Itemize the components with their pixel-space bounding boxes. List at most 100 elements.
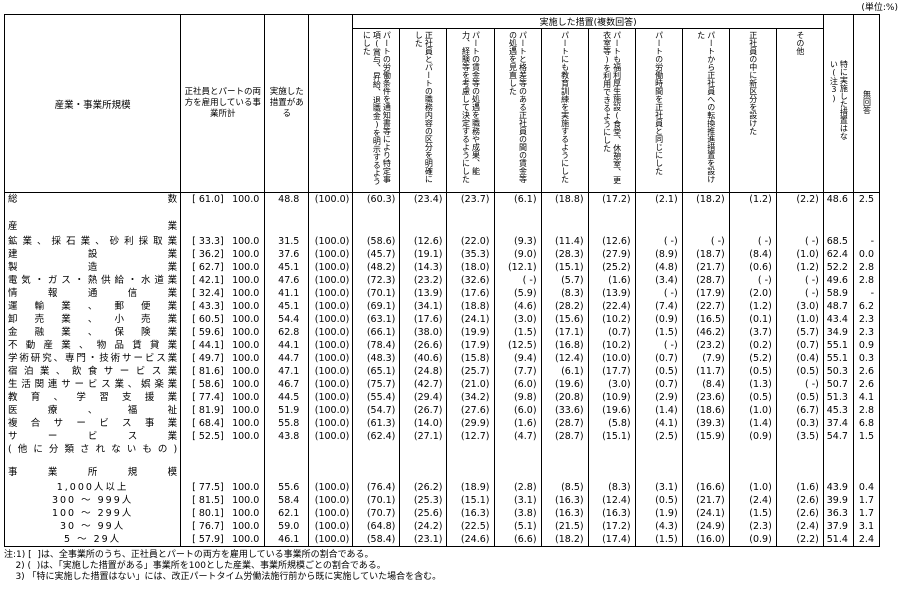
data-cell: (6.7) <box>776 404 824 417</box>
data-cell: (0.5) <box>729 365 777 378</box>
data-cell <box>541 218 589 235</box>
data-cell <box>853 456 879 481</box>
data-cell: (8.3) <box>588 481 636 494</box>
data-cell: (2.9) <box>635 391 683 404</box>
data-cell: - <box>870 288 874 299</box>
data-cell: (10.9) <box>588 391 636 404</box>
data-cell: (25.7) <box>446 365 495 378</box>
data-cell: [ 58.6] <box>192 379 224 390</box>
data-cell <box>729 218 777 235</box>
data-cell: 100.0 <box>224 417 266 430</box>
data-cell: (7.4) <box>635 300 683 313</box>
data-cell: (15.1) <box>446 494 495 507</box>
data-cell: 51.9 <box>264 404 310 417</box>
data-cell: (16.8) <box>541 339 589 352</box>
data-cell: 100.0 <box>224 192 266 218</box>
data-cell: 50.3 <box>823 365 854 378</box>
data-cell: 2.3 <box>858 327 874 338</box>
data-cell: 46.1 <box>264 533 310 547</box>
data-cell: (5.7) <box>541 274 589 287</box>
data-cell <box>264 218 310 235</box>
data-cell: (100.0) <box>308 417 354 430</box>
data-cell: [ 76.7] <box>192 521 224 532</box>
data-cell: (16.3) <box>446 507 495 520</box>
column-header-measure: パートから正社員への転換推進措置を設けた <box>681 28 730 193</box>
data-cell: (78.4) <box>352 339 401 352</box>
table-row: 総数 [ 61.0] 100.0 48.8 (100.0) (60.3) (23.4) (23… <box>4 192 880 218</box>
data-cell: (17.6) <box>446 287 495 300</box>
header-row-top: 産業・事業所規模 正社員とパートの両方を雇用している事業所計 実施した措置がある… <box>3 14 881 193</box>
data-cell: (6.0) <box>494 378 542 391</box>
data-cell: (25.2) <box>588 261 636 274</box>
data-cell: (8.4) <box>729 248 777 261</box>
data-cell: 100.0 <box>224 261 266 274</box>
data-cell <box>264 456 310 481</box>
data-cell: 2.6 <box>858 366 874 377</box>
data-cell: (1.2) <box>729 300 777 313</box>
data-cell: (100.0) <box>308 365 354 378</box>
data-cell: 100.0 <box>224 248 266 261</box>
data-cell: (100.0) <box>308 378 354 391</box>
data-cell: 44.5 <box>264 391 310 404</box>
row-label: 卸売業、小売業 <box>4 313 182 326</box>
data-cell: 55.1 <box>823 339 854 352</box>
data-cell: (4.1) <box>635 417 683 430</box>
column-header-measure: パートの労働時間を正社員と同じにした <box>634 28 683 193</box>
data-cell: (8.5) <box>541 481 589 494</box>
data-cell: (3.0) <box>588 378 636 391</box>
data-cell: (0.5) <box>635 365 683 378</box>
column-header-measures-group: 実施した措置(複数回答) <box>352 14 824 29</box>
data-cell: (24.2) <box>399 520 448 533</box>
data-cell <box>823 456 854 481</box>
data-cell: (1.0) <box>729 481 777 494</box>
data-cell: (62.4) <box>352 430 401 456</box>
data-cell: (100.0) <box>308 533 354 547</box>
data-cell: (61.3) <box>352 417 401 430</box>
data-cell: (9.8) <box>494 391 542 404</box>
data-cell: (2.4) <box>729 494 777 507</box>
data-cell: (1.6) <box>776 481 824 494</box>
table-row: 宿泊業、飲食サービス業 [ 81.6] 100.0 47.1 (100.0) (65.1)… <box>4 365 880 378</box>
data-cell: (15.1) <box>541 261 589 274</box>
data-cell: (7.9) <box>682 352 730 365</box>
data-cell: ( -) <box>776 235 824 248</box>
data-cell <box>494 218 542 235</box>
data-cell: (58.4) <box>352 533 401 547</box>
table-row: 鉱業、採石業、砂利採取業 [ 33.3] 100.0 31.5 (100.0) (58.6… <box>4 235 880 248</box>
data-cell <box>446 218 495 235</box>
data-cell: (25.3) <box>399 494 448 507</box>
data-cell: 100.0 <box>224 481 266 494</box>
table-row: 5 〜 29人 [ 57.9] 100.0 46.1 (100.0) (58.4) (23.… <box>4 533 880 547</box>
data-cell: 2.3 <box>858 314 874 325</box>
data-cell: (3.7) <box>729 326 777 339</box>
data-cell: [ 61.0] <box>192 194 224 205</box>
data-cell: (100.0) <box>308 287 354 300</box>
data-cell: (26.6) <box>399 339 448 352</box>
data-cell: 6.2 <box>858 301 874 312</box>
data-cell: (66.1) <box>352 326 401 339</box>
data-cell: (21.5) <box>541 520 589 533</box>
data-cell: 43.8 <box>264 430 310 456</box>
data-cell: (65.1) <box>352 365 401 378</box>
data-cell: (2.6) <box>776 507 824 520</box>
data-cell: (28.2) <box>541 300 589 313</box>
data-cell: (0.5) <box>635 494 683 507</box>
data-cell <box>588 456 636 481</box>
data-cell: (18.8) <box>541 192 589 218</box>
data-cell: (55.4) <box>352 391 401 404</box>
column-header-measure: パートも福利厚生施設(食堂、休憩室、更衣室等)を利用できるようにした <box>587 28 636 193</box>
data-cell: (2.2) <box>776 533 824 547</box>
data-cell: (1.6) <box>494 417 542 430</box>
data-cell: (16.6) <box>682 481 730 494</box>
data-cell: (15.8) <box>446 352 495 365</box>
data-cell: (0.7) <box>588 326 636 339</box>
data-cell: (100.0) <box>308 404 354 417</box>
data-cell: (32.6) <box>446 274 495 287</box>
data-cell: (3.1) <box>494 494 542 507</box>
data-cell: (23.6) <box>682 391 730 404</box>
data-cell: (24.1) <box>446 313 495 326</box>
data-cell: 62.8 <box>264 326 310 339</box>
table-row: 30 〜 99人[ 76.7] 100.0 59.0 (100.0) (64.8) (24… <box>4 520 880 533</box>
data-cell: (3.5) <box>776 430 824 456</box>
data-cell: (16.3) <box>541 494 589 507</box>
